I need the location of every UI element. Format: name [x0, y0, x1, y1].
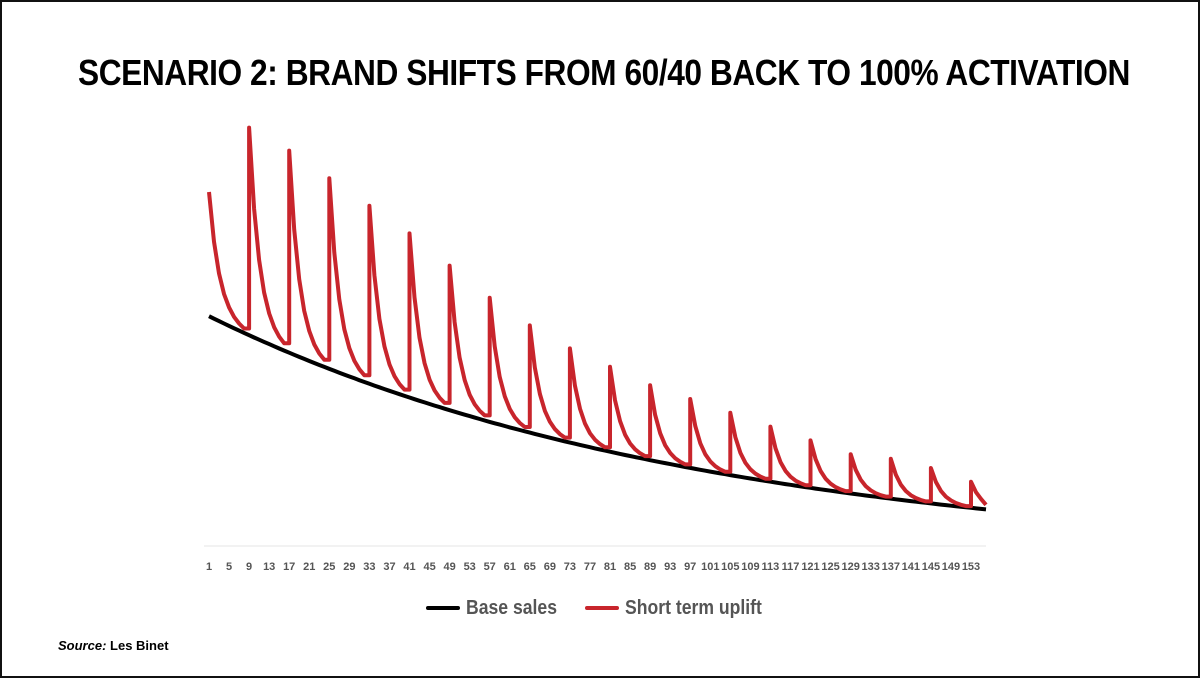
- source-note: Source: Les Binet: [58, 638, 169, 653]
- x-tick-label: 153: [962, 561, 980, 573]
- x-tick-label: 109: [741, 561, 759, 573]
- x-tick-label: 65: [524, 561, 536, 573]
- x-tick-label: 77: [584, 561, 596, 573]
- x-tick-label: 21: [303, 561, 315, 573]
- x-tick-label: 13: [263, 561, 275, 573]
- x-tick-label: 61: [504, 561, 516, 573]
- legend-swatch-short-term-uplift: [585, 606, 620, 610]
- x-tick-label: 1: [206, 561, 212, 573]
- chart-legend: Base sales Short term uplift: [426, 593, 781, 623]
- x-tick-label: 85: [624, 561, 636, 573]
- x-tick-label: 141: [902, 561, 920, 573]
- source-prefix: Source:: [58, 638, 107, 653]
- x-tick-label: 137: [882, 561, 900, 573]
- x-tick-label: 89: [644, 561, 656, 573]
- x-tick-label: 53: [464, 561, 476, 573]
- legend-item-short-term-uplift: Short term uplift: [585, 597, 781, 620]
- x-tick-label: 45: [423, 561, 435, 573]
- x-tick-label: 97: [684, 561, 696, 573]
- x-tick-label: 5: [226, 561, 232, 573]
- series-line-short-term-uplift: [207, 125, 988, 509]
- x-tick-label: 105: [721, 561, 739, 573]
- slide-title: SCENARIO 2: BRAND SHIFTS FROM 60/40 BACK…: [78, 52, 1130, 93]
- x-tick-label: 149: [942, 561, 960, 573]
- x-tick-label: 121: [801, 561, 819, 573]
- x-tick-label: 33: [363, 561, 375, 573]
- source-text: Les Binet: [106, 638, 169, 653]
- x-tick-label: 117: [782, 561, 800, 573]
- x-tick-label: 9: [246, 561, 252, 573]
- x-tick-label: 69: [544, 561, 556, 573]
- legend-label-base-sales: Base sales: [466, 596, 558, 619]
- x-tick-label: 17: [283, 561, 295, 573]
- x-tick-label: 73: [564, 561, 576, 573]
- series-line-base-sales: [208, 314, 987, 512]
- x-tick-labels: 1 5 9 13 17 21 25 29 33 37 41 45 49 53 57 61 65 69 73 77 81 8…: [206, 561, 980, 573]
- x-tick-label: 145: [922, 561, 940, 573]
- x-tick-label: 57: [484, 561, 496, 573]
- legend-swatch-base-sales: [426, 606, 460, 610]
- x-tick-label: 113: [762, 561, 780, 573]
- x-tick-label: 129: [842, 561, 860, 573]
- x-tick-label: 101: [701, 561, 719, 573]
- legend-item-base-sales: Base sales: [426, 597, 569, 620]
- x-tick-label: 125: [821, 561, 839, 573]
- x-tick-label: 81: [604, 561, 616, 573]
- x-tick-label: 49: [443, 561, 455, 573]
- x-tick-label: 41: [403, 561, 415, 573]
- legend-label-short-term-uplift: Short term uplift: [625, 596, 763, 619]
- series-layer: [207, 125, 988, 512]
- x-tick-label: 25: [323, 561, 335, 573]
- x-tick-label: 133: [862, 561, 880, 573]
- x-tick-label: 37: [383, 561, 395, 573]
- x-tick-label: 29: [343, 561, 355, 573]
- x-tick-label: 93: [664, 561, 676, 573]
